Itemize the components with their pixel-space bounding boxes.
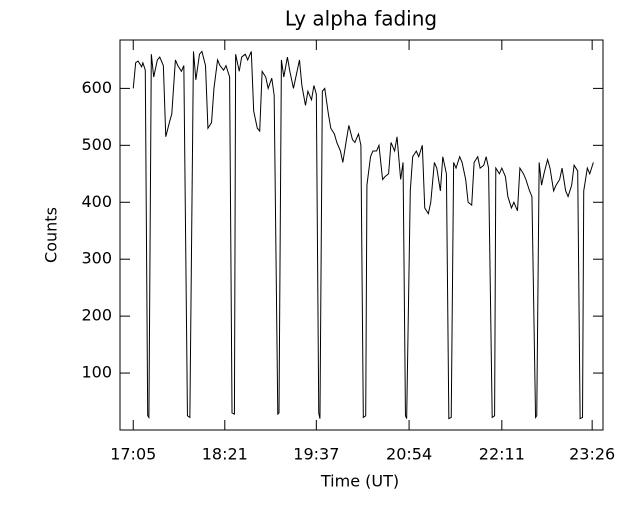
y-tick-label: 600 [81, 78, 112, 97]
x-tick-label: 20:54 [386, 445, 432, 464]
x-tick-label: 19:37 [293, 445, 339, 464]
x-tick-label: 22:11 [479, 445, 525, 464]
data-line [132, 50, 594, 420]
plot-frame [119, 39, 604, 431]
y-tick-label: 200 [81, 306, 112, 325]
chart-title: Ly alpha fading [285, 7, 437, 31]
x-axis-label: Time (UT) [320, 472, 399, 491]
y-tick-label: 500 [81, 135, 112, 154]
y-tick-label: 100 [81, 363, 112, 382]
y-tick-label: 300 [81, 249, 112, 268]
y-tick-label: 400 [81, 192, 112, 211]
x-tick-label: 18:21 [202, 445, 248, 464]
y-axis-label: Counts [42, 207, 61, 263]
x-tick-label: 23:26 [569, 445, 615, 464]
x-tick-label: 17:05 [110, 445, 156, 464]
